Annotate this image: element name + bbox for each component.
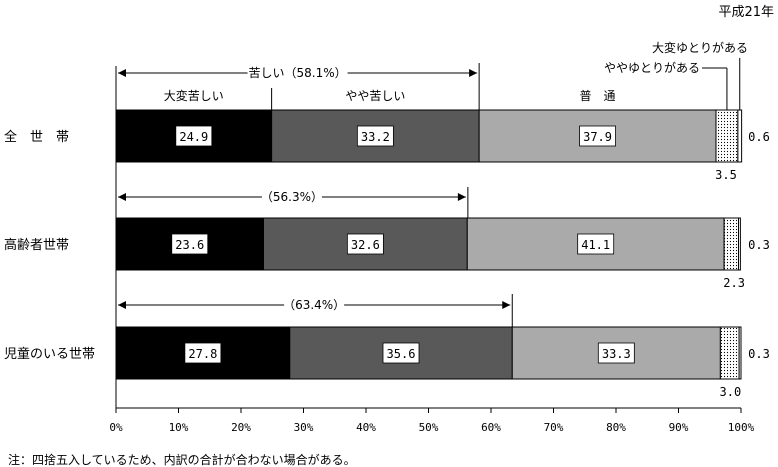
x-tick-label: 90% [669,421,689,434]
data-label: 3.0 [720,385,742,399]
x-tick-label: 60% [481,421,501,434]
data-label: 0.6 [748,130,770,144]
bar-segment [715,109,739,163]
series-label: ややゆとりがある [604,60,700,75]
data-label-box [171,233,209,255]
bracket-arrow-left [118,301,126,309]
category-label: 児童のいる世帯 [4,346,95,362]
bracket-arrow-right [469,69,478,77]
data-label: 33.3 [602,347,631,361]
bars: 全 世 帯 24.9 33.2 37.9 3.5 0.6 高齢者世帯 23.6 32.6 41.1… [4,109,770,399]
x-tick-label: 100% [728,421,755,434]
data-label: 24.9 [179,130,208,144]
data-label-box [577,233,615,255]
series-label: やや苦しい [345,89,405,103]
bracket-arrow-right [457,193,466,201]
data-label: 0.3 [748,347,770,361]
bar-segment [719,326,740,380]
bracket-arrow-right [502,301,511,309]
data-label-box [382,342,420,364]
bracket-label: （63.4%） [283,298,345,312]
bracket-arrow-left [118,193,126,201]
x-tick-label: 40% [356,421,376,434]
bar-segment [723,217,739,271]
x-axis: 0% 10% 20% 30% 40% 50% 60% 70% 80% 90% 100% [109,66,755,434]
data-label-box [579,125,616,147]
data-label-box [346,233,384,255]
hardship-brackets: 苦しい（58.1%） （56.3%） （63.4%） [118,63,513,327]
series-label: 普 通 [580,89,616,103]
bracket-label: （56.3%） [261,190,323,204]
bar-segment [738,326,742,380]
data-label-box [175,125,213,147]
data-label: 0.3 [748,238,770,252]
data-label-box [356,125,394,147]
data-label: 33.2 [361,130,390,144]
period-label: 平成21年 [718,5,774,20]
x-tick-label: 0% [109,421,123,434]
data-label: 32.6 [351,238,380,252]
data-label: 41.1 [581,238,610,252]
data-label-box [597,342,635,364]
x-tick-label: 80% [606,421,626,434]
x-tick-label: 20% [231,421,251,434]
data-label: 27.8 [188,347,217,361]
series-label: 大変苦しい [164,88,224,103]
category-label: 高齢者世帯 [4,237,69,253]
data-label: 3.5 [715,168,737,182]
bracket-arrow-left [118,69,126,77]
category-label: 全 世 帯 [4,129,69,145]
series-labels: 大変苦しい やや苦しい 普 通 ややゆとりがある 大変ゆとりがある [164,40,748,110]
bar-segment [738,217,741,271]
series-label: 大変ゆとりがある [652,40,748,55]
x-tick-label: 50% [419,421,439,434]
data-label: 2.3 [723,276,745,290]
data-label: 35.6 [387,347,416,361]
x-tick-label: 10% [169,421,189,434]
footnote: 注：四捨五入しているため、内訳の合計が合わない場合がある。 [8,452,356,467]
data-label-box [184,342,222,364]
data-label: 37.9 [583,130,612,144]
data-label: 23.6 [175,238,204,252]
x-tick-label: 70% [544,421,564,434]
bar-segment [737,109,743,163]
bracket-label: 苦しい（58.1%） [249,66,347,80]
x-tick-label: 30% [294,421,314,434]
